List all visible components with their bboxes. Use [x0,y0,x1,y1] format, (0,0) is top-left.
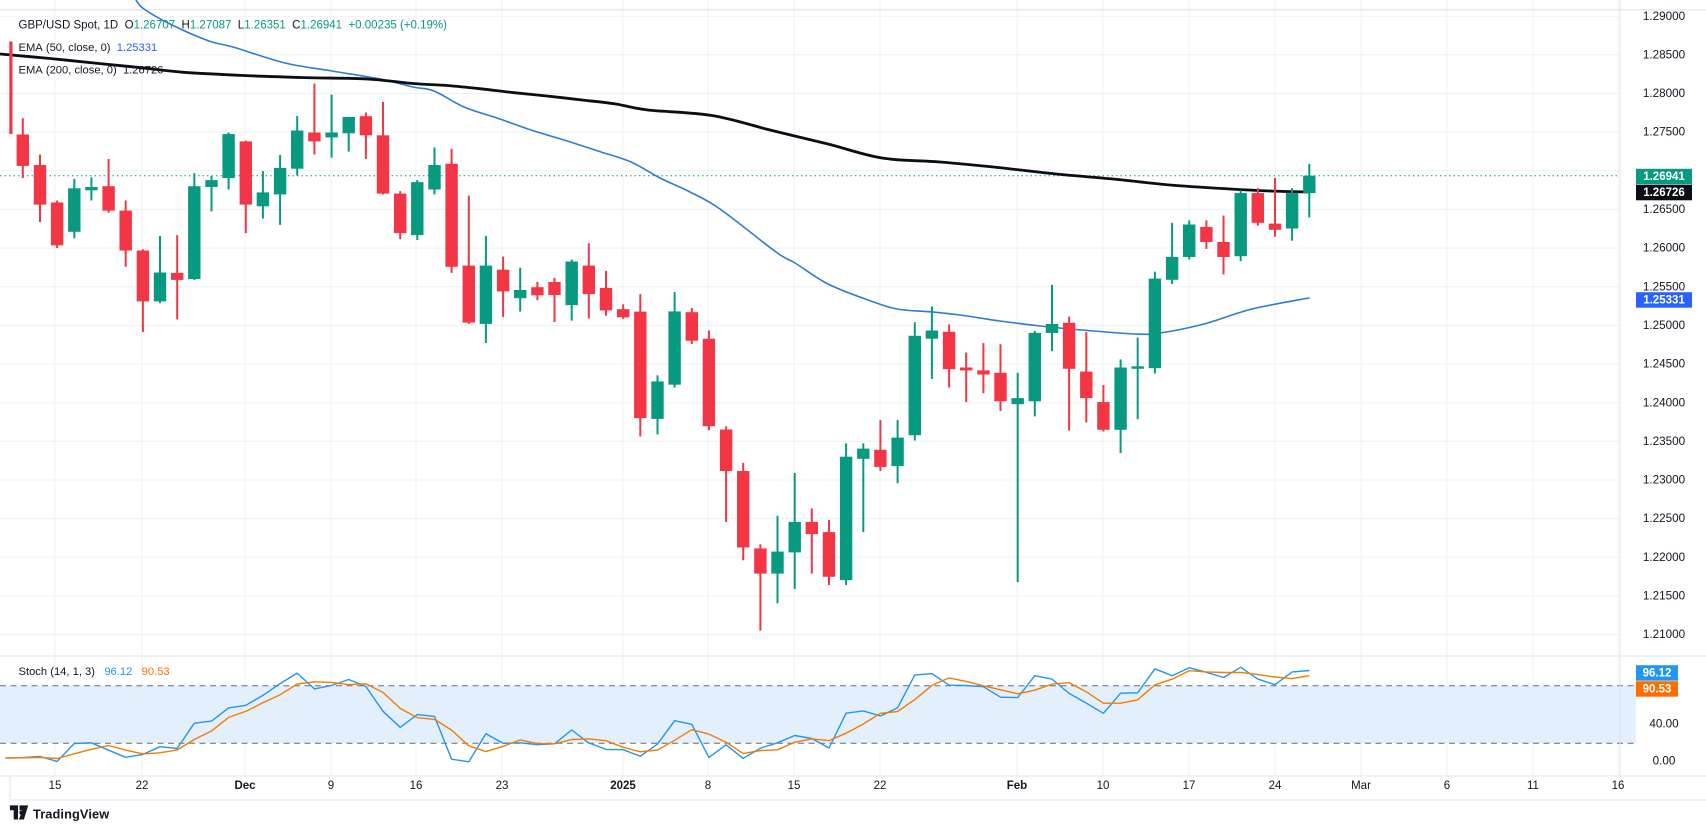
svg-text:1.24500: 1.24500 [1643,358,1686,371]
svg-text:1.25000: 1.25000 [1643,319,1686,332]
svg-text:1.23500: 1.23500 [1643,435,1686,448]
svg-text:1.22500: 1.22500 [1643,512,1686,525]
svg-text:1.25500: 1.25500 [1643,280,1686,293]
svg-text:Dec: Dec [234,780,256,792]
svg-text:1.21500: 1.21500 [1643,590,1686,603]
svg-text:1.28000: 1.28000 [1643,87,1686,100]
svg-text:1.24000: 1.24000 [1643,396,1686,409]
svg-text:6: 6 [1444,780,1450,792]
svg-text:8: 8 [705,780,711,792]
svg-text:1.22000: 1.22000 [1643,551,1686,564]
svg-text:16: 16 [410,780,423,792]
svg-text:1.26000: 1.26000 [1643,242,1686,255]
svg-text:EMA (50, close, 0) 1.25331: EMA (50, close, 0) 1.25331 [19,42,158,54]
svg-text:EMA (200, close, 0) 1.26726: EMA (200, close, 0) 1.26726 [19,65,164,77]
svg-text:24: 24 [1269,780,1282,792]
svg-text:23: 23 [496,780,509,792]
svg-text:11: 11 [1527,780,1539,792]
svg-text:9: 9 [328,780,334,792]
svg-text:22: 22 [136,780,149,792]
svg-text:1.25331: 1.25331 [1643,295,1685,307]
svg-text:2025: 2025 [610,780,636,792]
svg-text:1.23000: 1.23000 [1643,474,1686,487]
svg-text:Feb: Feb [1007,780,1027,792]
svg-text:90.53: 90.53 [1643,684,1672,696]
svg-text:15: 15 [49,780,62,792]
svg-text:TradingView: TradingView [33,806,109,821]
svg-text:10: 10 [1097,780,1110,792]
svg-text:Mar: Mar [1351,780,1371,792]
svg-text:1.26726: 1.26726 [1643,187,1685,199]
svg-text:1.27500: 1.27500 [1643,126,1686,139]
svg-text:17: 17 [1183,780,1196,792]
svg-text:1.29000: 1.29000 [1643,10,1686,23]
svg-text:22: 22 [874,780,887,792]
svg-text:1.21000: 1.21000 [1643,628,1686,641]
svg-text:16: 16 [1612,780,1625,792]
svg-text:96.12: 96.12 [1643,668,1672,680]
svg-text:40.00: 40.00 [1649,718,1679,731]
svg-text:1.28500: 1.28500 [1643,48,1686,61]
svg-text:15: 15 [788,780,801,792]
svg-text:GBP/USD Spot, 1D O1.26707 H1: GBP/USD Spot, 1D O1.26707 H1.27087 L1.26… [19,20,448,32]
svg-text:1.26941: 1.26941 [1643,171,1685,183]
svg-text:0.00: 0.00 [1653,754,1676,767]
svg-text:1.26500: 1.26500 [1643,203,1686,216]
svg-text:Stoch (14, 1, 3) 96.12 90.: Stoch (14, 1, 3) 96.12 90.53 [19,666,170,678]
